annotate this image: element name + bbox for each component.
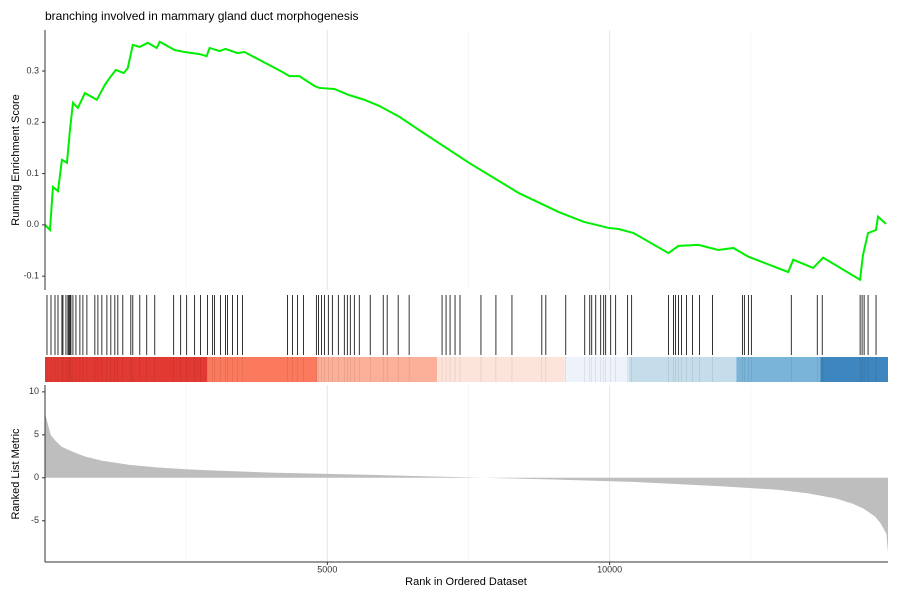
y-tick-label: 5	[34, 429, 39, 439]
es-line	[44, 40, 887, 282]
color-band	[628, 357, 737, 382]
color-band	[736, 357, 821, 382]
x-tick-label: 10000	[597, 564, 622, 574]
y-tick-label: 0	[34, 472, 39, 482]
y-axis-label: Running Enrichment Score	[10, 94, 22, 225]
y-axis-label: Ranked List Metric	[10, 428, 22, 520]
color-band	[45, 357, 208, 382]
y-tick-label: 0.0	[26, 219, 39, 229]
y-tick-label: -5	[31, 515, 39, 525]
color-band	[820, 357, 888, 382]
x-axis-label: Rank in Ordered Dataset	[405, 576, 527, 588]
color-band	[437, 357, 565, 382]
y-tick-label: 0.2	[26, 117, 39, 127]
y-tick-label: 0.3	[26, 65, 39, 75]
y-tick-label: 0.1	[26, 168, 39, 178]
x-tick-label: 5000	[317, 564, 337, 574]
chart-title: branching involved in mammary gland duct…	[45, 9, 359, 23]
metric-area	[45, 413, 888, 553]
y-tick-label: 10	[29, 386, 39, 396]
color-band	[564, 357, 629, 382]
color-band	[317, 357, 438, 382]
color-band	[207, 357, 318, 382]
y-tick-label: -0.1	[23, 271, 39, 281]
